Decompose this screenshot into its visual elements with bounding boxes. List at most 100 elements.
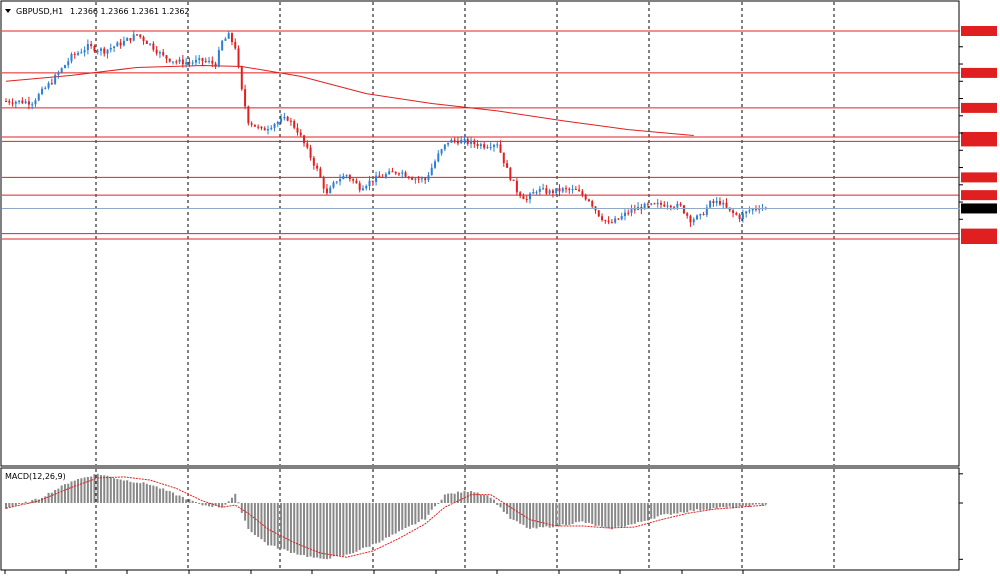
candle-body: [368, 180, 371, 186]
macd-bar: [666, 503, 669, 514]
macd-bar: [280, 503, 283, 549]
macd-bar: [574, 503, 577, 523]
candle-body: [522, 195, 525, 200]
macd-bar: [506, 503, 509, 514]
candle-body: [247, 106, 250, 124]
candle-body: [270, 127, 273, 130]
macd-bar: [361, 503, 364, 548]
macd-bar: [660, 503, 662, 515]
candle-body: [296, 127, 299, 133]
macd-bar: [463, 490, 466, 503]
macd-bar: [136, 482, 138, 503]
macd-bar: [646, 503, 649, 521]
macd-bar: [607, 503, 610, 529]
macd-bar: [601, 503, 604, 527]
candle-body: [172, 61, 175, 63]
macd-bar: [420, 503, 423, 520]
macd-bar: [316, 503, 319, 558]
candle-body: [149, 43, 152, 45]
macd-bar: [538, 503, 541, 527]
candle-body: [499, 144, 502, 153]
macd-bar: [702, 503, 705, 510]
candle-body: [715, 200, 718, 203]
macd-bar: [529, 503, 531, 529]
macd-bar: [54, 490, 57, 503]
macd-bar: [764, 503, 767, 505]
macd-bar: [735, 503, 738, 508]
macd-bar: [211, 503, 214, 507]
candle-body: [650, 203, 653, 205]
candle-body: [738, 214, 741, 219]
candle-body: [702, 214, 705, 216]
macd-bar: [430, 503, 433, 510]
macd-bar: [322, 503, 325, 559]
candle-body: [424, 178, 427, 181]
macd-bar: [217, 503, 220, 508]
candle-body: [673, 207, 676, 209]
macd-bar: [352, 503, 355, 554]
macd-bar: [230, 497, 233, 503]
candle-body: [96, 50, 99, 52]
macd-bar: [561, 503, 564, 525]
candle-body: [267, 129, 269, 131]
candle-body: [479, 144, 482, 147]
macd-bar: [610, 503, 613, 530]
candle-body: [234, 42, 237, 49]
candle-body: [682, 205, 685, 214]
macd-bar: [692, 503, 695, 512]
candle-body: [276, 121, 279, 125]
macd-bar: [542, 503, 545, 528]
macd-bar: [181, 496, 184, 503]
candle-body: [614, 218, 617, 223]
candle-body: [551, 190, 554, 194]
macd-bar: [77, 479, 80, 503]
macd-bar: [424, 503, 427, 520]
macd-bar: [60, 485, 63, 503]
macd-bar: [391, 503, 394, 535]
macd-bar: [676, 503, 679, 514]
candle-body: [519, 192, 522, 196]
candle-body: [732, 210, 735, 214]
macd-bar: [434, 503, 437, 507]
candle-body: [604, 220, 607, 222]
candle-body: [335, 181, 338, 183]
candle-body: [545, 188, 548, 194]
candle-body: [728, 207, 731, 211]
macd-bar: [286, 503, 289, 551]
macd-bar: [8, 503, 11, 508]
macd-bar: [568, 503, 571, 525]
candle-body: [139, 34, 142, 37]
macd-bar: [339, 503, 342, 556]
macd-bar: [758, 503, 761, 505]
macd-bar: [679, 503, 682, 513]
macd-label: MACD(12,26,9): [5, 472, 66, 481]
macd-bar: [682, 503, 685, 513]
candle-body: [607, 220, 610, 223]
candle-body: [289, 120, 292, 122]
macd-bar: [633, 503, 636, 524]
candle-body: [5, 100, 7, 102]
price-candles: [5, 30, 767, 227]
macd-bar: [669, 503, 672, 515]
candle-body: [37, 94, 40, 101]
candle-body: [27, 101, 30, 105]
candle-body: [365, 185, 368, 189]
macd-bar: [240, 503, 243, 513]
symbol-dropdown-icon[interactable]: [5, 9, 11, 13]
candle-body: [208, 60, 211, 62]
candle-body: [555, 188, 558, 194]
candle-body: [63, 65, 66, 69]
macd-bar: [172, 492, 175, 503]
candle-body: [80, 52, 83, 54]
macd-bar: [263, 503, 266, 543]
candle-body: [119, 42, 122, 46]
macd-bar: [227, 501, 230, 503]
macd-bar: [198, 502, 201, 504]
candle-body: [11, 102, 14, 104]
candle-body: [430, 167, 433, 176]
macd-bar: [450, 493, 453, 503]
macd-bar: [460, 492, 463, 503]
candle-body: [470, 140, 473, 144]
candle-body: [106, 49, 109, 54]
